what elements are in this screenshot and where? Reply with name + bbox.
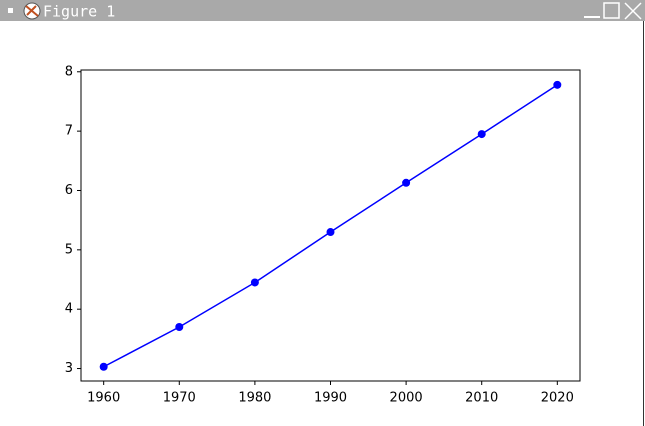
point [99,362,108,371]
y-tick-label: 6 [65,183,73,198]
y-tick-label: 5 [65,242,73,257]
line [103,84,558,368]
y-tick-label: 3 [65,361,73,376]
app-icon-glyph [25,5,39,17]
point [175,322,184,331]
window-title: Figure 1 [43,3,115,21]
point [250,278,259,287]
point [477,130,486,139]
point [553,80,562,89]
close-button[interactable] [624,2,642,20]
x-tick-label: 2000 [390,391,423,406]
x-tick-label: 1970 [163,391,196,406]
window-menu[interactable] [8,8,13,13]
x-tick-label: 2020 [541,391,574,406]
plot-frame [80,69,581,382]
point [326,228,335,237]
y-tick-label: 8 [65,64,73,79]
x-tick-label: 1960 [87,391,120,406]
point [402,178,411,187]
x-tick-label: 2010 [465,391,498,406]
x-tick-label: 1980 [238,391,271,406]
maximize-button[interactable] [603,2,620,19]
y-tick-label: 7 [65,124,73,139]
title-bar [0,0,645,21]
x-tick-label: 1990 [314,391,347,406]
y-tick-label: 4 [65,302,73,317]
